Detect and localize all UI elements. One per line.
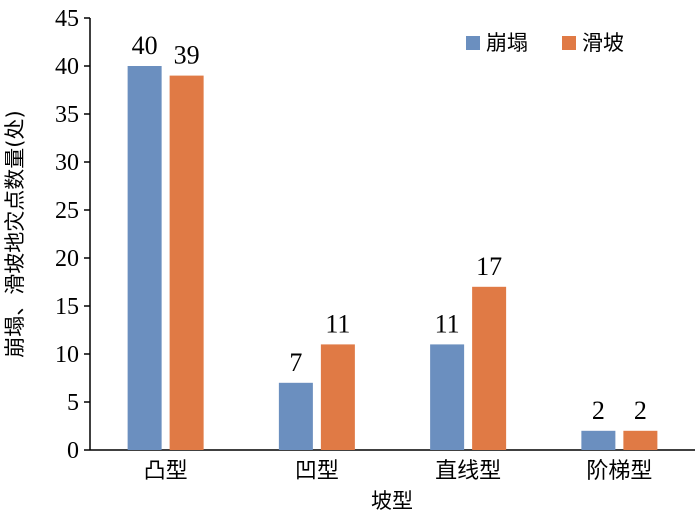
legend-swatch [562,36,576,50]
bar-landslide [472,286,507,450]
value-label: 7 [289,348,302,377]
value-label: 2 [634,396,647,425]
y-tick-label: 35 [55,102,79,128]
value-label: 2 [592,396,605,425]
bar-collapse [581,430,616,450]
bar-landslide [320,344,355,450]
y-tick-label: 40 [55,54,79,80]
x-category-label: 直线型 [435,459,501,484]
bar-landslide [169,75,204,450]
value-label: 39 [174,41,200,70]
bars [127,66,658,450]
y-axis-title: 崩塌、滑坡地灾点数量(处) [3,110,27,357]
bar-collapse [430,344,465,450]
value-label: 11 [325,309,350,338]
value-labels: 40 39 7 11 11 17 2 2 [132,31,647,425]
y-axis-ticks: 0 5 10 15 20 25 30 35 40 45 [55,6,90,464]
legend-label: 崩塌 [486,31,528,55]
y-tick-label: 15 [55,294,79,320]
y-tick-label: 25 [55,198,79,224]
bar-landslide [623,430,658,450]
y-tick-label: 10 [55,342,79,368]
x-axis-categories: 凸型 凹型 直线型 阶梯型 [144,459,653,484]
bar-collapse [127,66,162,450]
x-category-label: 凹型 [295,459,339,484]
x-category-label: 阶梯型 [586,459,652,484]
y-tick-label: 0 [67,438,79,464]
legend-label: 滑坡 [582,31,624,55]
x-axis-title: 坡型 [371,489,413,513]
value-label: 40 [132,31,158,60]
value-label: 11 [435,309,460,338]
x-category-label: 凸型 [144,459,188,484]
y-tick-label: 5 [67,390,79,416]
legend-swatch [466,36,480,50]
value-label: 17 [476,252,502,281]
y-tick-label: 20 [55,246,79,272]
y-tick-label: 45 [55,6,79,32]
y-tick-label: 30 [55,150,79,176]
bar-collapse [278,382,313,450]
legend: 崩塌 滑坡 [466,31,624,55]
